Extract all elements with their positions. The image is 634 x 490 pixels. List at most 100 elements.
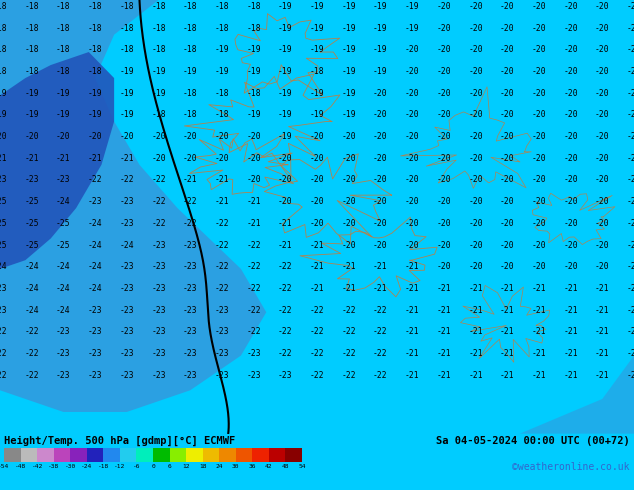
Text: -23: -23: [151, 327, 166, 336]
Text: -18: -18: [119, 2, 134, 11]
Text: -20: -20: [0, 132, 8, 141]
Text: -21: -21: [278, 241, 293, 249]
Text: 12: 12: [183, 464, 190, 469]
Text: -22: -22: [0, 370, 8, 380]
Text: -22: -22: [373, 349, 388, 358]
Text: -20: -20: [595, 46, 610, 54]
Text: -19: -19: [373, 24, 388, 33]
Text: -21: -21: [436, 327, 451, 336]
Text: -20: -20: [500, 175, 515, 184]
Text: -20: -20: [373, 175, 388, 184]
Text: -22: -22: [341, 327, 356, 336]
Text: -22: -22: [309, 370, 325, 380]
Text: -20: -20: [626, 175, 634, 184]
Text: -23: -23: [119, 262, 134, 271]
Text: -19: -19: [119, 67, 134, 76]
Text: -21: -21: [595, 306, 610, 315]
Text: -20: -20: [500, 89, 515, 98]
Text: -23: -23: [24, 175, 39, 184]
Text: -20: -20: [373, 197, 388, 206]
Text: -20: -20: [278, 154, 293, 163]
Bar: [103, 448, 120, 462]
Text: -19: -19: [24, 110, 39, 120]
Text: -23: -23: [119, 349, 134, 358]
Text: -22: -22: [24, 349, 39, 358]
Text: -22: -22: [278, 262, 293, 271]
Text: -19: -19: [24, 89, 39, 98]
Text: -18: -18: [214, 110, 230, 120]
Text: -20: -20: [563, 110, 578, 120]
Text: -21: -21: [214, 197, 230, 206]
Bar: [20, 448, 37, 462]
Text: -20: -20: [183, 132, 198, 141]
Text: -24: -24: [87, 262, 103, 271]
Text: -18: -18: [119, 24, 134, 33]
Text: -18: -18: [87, 2, 103, 11]
Text: -21: -21: [595, 370, 610, 380]
Text: -18: -18: [183, 46, 198, 54]
Text: -23: -23: [151, 241, 166, 249]
Text: -18: -18: [24, 2, 39, 11]
Bar: [87, 448, 103, 462]
Text: -22: -22: [246, 284, 261, 293]
Text: -22: -22: [183, 197, 198, 206]
Text: -20: -20: [468, 154, 483, 163]
Text: -20: -20: [468, 175, 483, 184]
Text: 42: 42: [265, 464, 273, 469]
Text: -18: -18: [183, 89, 198, 98]
Text: -20: -20: [626, 67, 634, 76]
Text: -19: -19: [119, 89, 134, 98]
Text: -23: -23: [119, 306, 134, 315]
Text: -19: -19: [0, 89, 8, 98]
Text: -23: -23: [183, 241, 198, 249]
Text: -19: -19: [404, 2, 420, 11]
Bar: [4, 448, 20, 462]
Text: -22: -22: [373, 327, 388, 336]
Text: -20: -20: [626, 46, 634, 54]
Text: -20: -20: [500, 2, 515, 11]
Text: -20: -20: [119, 132, 134, 141]
Text: -20: -20: [404, 110, 420, 120]
Text: -19: -19: [341, 67, 356, 76]
Text: -19: -19: [0, 110, 8, 120]
Text: -20: -20: [563, 262, 578, 271]
Text: -30: -30: [65, 464, 76, 469]
Text: -18: -18: [24, 46, 39, 54]
Text: -48: -48: [15, 464, 26, 469]
Text: -20: -20: [436, 46, 451, 54]
Text: -22: -22: [373, 370, 388, 380]
Text: -20: -20: [500, 154, 515, 163]
Text: -22: -22: [278, 306, 293, 315]
Text: -20: -20: [436, 89, 451, 98]
Text: ©weatheronline.co.uk: ©weatheronline.co.uk: [512, 462, 630, 472]
Text: -18: -18: [183, 24, 198, 33]
Text: -20: -20: [373, 89, 388, 98]
Text: -21: -21: [404, 349, 420, 358]
Text: -24: -24: [24, 284, 39, 293]
Text: -20: -20: [595, 197, 610, 206]
Text: -19: -19: [119, 110, 134, 120]
Text: -19: -19: [278, 89, 293, 98]
Text: -23: -23: [56, 370, 71, 380]
Text: -24: -24: [24, 262, 39, 271]
Text: -24: -24: [56, 197, 71, 206]
Text: 6: 6: [167, 464, 171, 469]
Text: -22: -22: [214, 241, 230, 249]
Text: -23: -23: [183, 262, 198, 271]
Text: -20: -20: [595, 67, 610, 76]
Text: -23: -23: [214, 349, 230, 358]
Text: -20: -20: [404, 46, 420, 54]
Text: -20: -20: [531, 132, 547, 141]
Text: -18: -18: [151, 2, 166, 11]
Text: -20: -20: [563, 241, 578, 249]
Text: -21: -21: [500, 306, 515, 315]
Text: -22: -22: [278, 349, 293, 358]
Text: -20: -20: [468, 219, 483, 228]
Text: -20: -20: [531, 219, 547, 228]
Text: -22: -22: [0, 349, 8, 358]
Text: -20: -20: [626, 154, 634, 163]
Text: -20: -20: [436, 154, 451, 163]
Text: -19: -19: [341, 110, 356, 120]
Text: -19: -19: [278, 132, 293, 141]
Text: -21: -21: [24, 154, 39, 163]
